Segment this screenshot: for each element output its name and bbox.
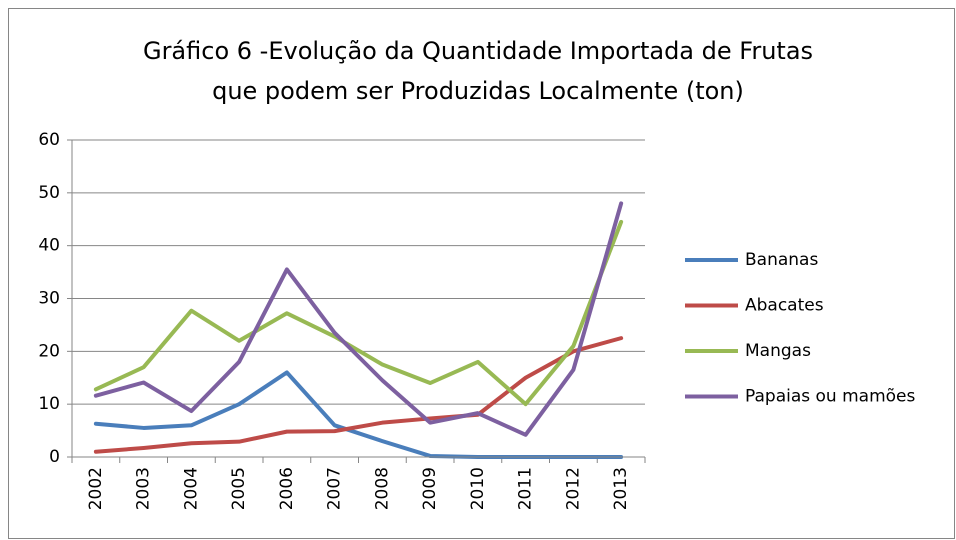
y-tick-label: 10 [38,394,60,414]
x-tick-label: 2007 [325,467,345,510]
x-tick-label: 2011 [516,467,536,510]
chart-title: Gráfico 6 -Evolução da Quantidade Import… [143,37,813,65]
y-tick-label: 50 [38,183,60,203]
line [93,219,624,407]
x-tick-label: 2003 [134,467,154,510]
x-tick-label: 2006 [277,467,297,510]
x-tick-label: 2010 [468,467,488,510]
y-tick-label: 30 [38,289,60,309]
chart-frame [8,8,955,539]
chart-title: que podem ser Produzidas Localmente (ton… [212,77,744,105]
x-tick-label: 2013 [611,467,631,510]
x-tick-label: 2002 [86,467,106,510]
legend-label: Abacates [745,296,824,316]
y-tick-label: 20 [38,341,60,361]
x-tick-label: 2012 [563,467,583,510]
x-tick-label: 2004 [181,467,201,510]
legend-label: Mangas [745,341,811,361]
x-tick-label: 2005 [229,467,249,510]
legend-label: Bananas [745,250,818,270]
y-tick-label: 40 [38,236,60,256]
line [93,336,624,454]
x-tick-label: 2009 [420,467,440,510]
y-tick-label: 0 [49,447,60,467]
x-tick-label: 2008 [372,467,392,510]
legend-label: Papaias ou mamões [745,387,915,407]
line [93,201,624,437]
y-tick-label: 60 [38,130,60,150]
